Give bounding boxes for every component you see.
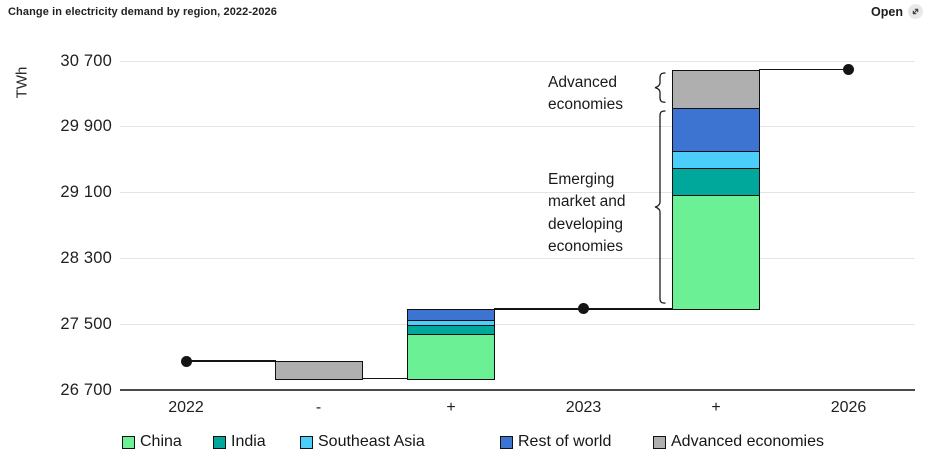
- gridline: [120, 257, 915, 259]
- legend-label: Rest of world: [518, 433, 612, 450]
- data-point-2023[interactable]: [578, 303, 589, 315]
- legend-swatch-southeast-asia: [300, 435, 313, 449]
- chart-title: Change in electricity demand by region, …: [8, 6, 277, 18]
- open-button-label: Open: [871, 4, 903, 19]
- y-axis-tick-label: 30 700: [60, 51, 112, 70]
- open-button[interactable]: Open: [871, 4, 923, 19]
- legend-label: Southeast Asia: [318, 433, 425, 450]
- connector-line: [494, 308, 584, 310]
- annotation-bracket-advanced-economies: [653, 71, 668, 103]
- bar-segment-advanced-economies[interactable]: [274, 361, 363, 380]
- y-axis-tick-label: 26 700: [60, 380, 112, 399]
- legend-item-rest-of-world[interactable]: Rest of world: [500, 433, 611, 451]
- bar-segment-india[interactable]: [672, 167, 760, 197]
- bar-segment-china[interactable]: [672, 194, 760, 311]
- x-axis-label: +: [711, 399, 721, 416]
- bar-segment-india[interactable]: [407, 324, 495, 336]
- legend-swatch-china: [122, 435, 135, 449]
- legend-swatch-advanced-economies: [653, 435, 666, 449]
- bar-segment-rest-of-world[interactable]: [407, 308, 495, 322]
- gridline: [120, 192, 915, 194]
- bar-segment-southeast-asia[interactable]: [672, 150, 760, 169]
- legend-label: China: [140, 433, 182, 450]
- annotation-bracket-emerging-market-and-developing-economies: [653, 110, 668, 304]
- gridline: [120, 60, 915, 62]
- x-axis-label: -: [315, 399, 322, 416]
- legend-item-advanced-economies[interactable]: Advanced economies: [653, 433, 824, 451]
- x-axis-label: 2023: [565, 399, 602, 416]
- legend-swatch-rest-of-world: [500, 435, 513, 449]
- connector-line: [361, 377, 408, 380]
- x-axis-label: 2022: [168, 399, 204, 416]
- expand-arrow-icon: [908, 4, 923, 19]
- annotation-label-emerging-market-and-developing-economies: Emerging market and developing economies: [548, 170, 626, 256]
- connector-line: [759, 68, 849, 71]
- y-axis-tick-label: 29 100: [60, 183, 112, 202]
- legend-item-southeast-asia[interactable]: Southeast Asia: [300, 433, 425, 451]
- y-axis-tick-label: 28 300: [60, 248, 112, 267]
- legend-swatch-india: [213, 435, 226, 449]
- gridline: [120, 323, 915, 325]
- bar-segment-china[interactable]: [407, 333, 495, 380]
- x-axis-line: [120, 388, 915, 392]
- annotation-label-advanced-economies: Advanced economies: [548, 73, 623, 114]
- data-point-2022[interactable]: [180, 355, 192, 367]
- data-point-2026[interactable]: [843, 64, 854, 76]
- legend-item-india[interactable]: India: [213, 433, 266, 451]
- x-axis-label: +: [446, 399, 456, 416]
- gridline: [120, 126, 915, 128]
- connector-line: [583, 308, 673, 310]
- bar-segment-rest-of-world[interactable]: [672, 107, 760, 153]
- bar-segment-advanced-economies[interactable]: [672, 69, 760, 110]
- y-axis-tick-label: 29 900: [60, 117, 112, 136]
- legend-item-china[interactable]: China: [122, 433, 182, 451]
- y-axis-tick-label: 27 500: [60, 314, 112, 333]
- x-axis-label: 2026: [830, 399, 867, 416]
- connector-line: [186, 360, 276, 363]
- legend-label: India: [231, 433, 266, 450]
- legend-label: Advanced economies: [671, 433, 824, 450]
